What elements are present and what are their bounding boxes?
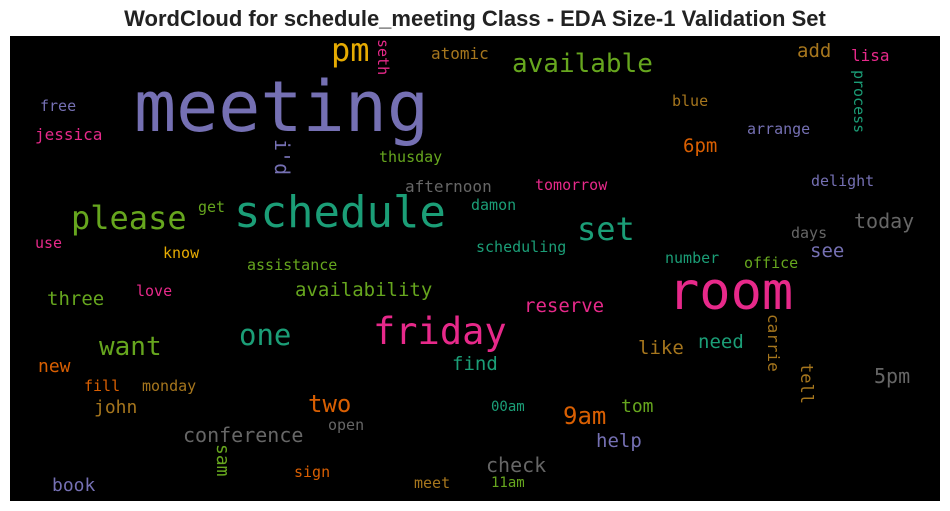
word-11am: 11am xyxy=(491,475,525,491)
word-new: new xyxy=(38,356,71,377)
wordcloud-canvas: meeting room schedule friday please pm a… xyxy=(10,36,940,501)
word-arrange: arrange xyxy=(747,120,811,138)
word-free: free xyxy=(40,97,77,115)
word-two: two xyxy=(308,390,352,418)
word-5pm: 5pm xyxy=(874,364,911,388)
chart-title: WordCloud for schedule_meeting Class - E… xyxy=(124,6,826,31)
word-book: book xyxy=(52,475,96,496)
word-availability: availability xyxy=(295,279,433,301)
word-one: one xyxy=(239,318,292,352)
word-sign: sign xyxy=(294,463,331,481)
word-room: room xyxy=(668,262,794,322)
word-schedule: schedule xyxy=(234,187,446,238)
word-find: find xyxy=(452,353,498,375)
word-use: use xyxy=(35,234,63,252)
word-open: open xyxy=(328,416,365,434)
word-tomorrow: tomorrow xyxy=(535,176,608,194)
word-today: today xyxy=(854,209,915,233)
word-set: set xyxy=(577,210,635,248)
word-lisa: lisa xyxy=(851,46,890,65)
word-get: get xyxy=(198,198,226,216)
word-love: love xyxy=(136,282,173,300)
word-9am: 9am xyxy=(563,402,607,430)
word-meet: meet xyxy=(414,474,451,492)
word-help: help xyxy=(596,430,642,452)
word-add: add xyxy=(797,40,832,62)
word-like: like xyxy=(638,337,684,359)
word-sam: sam xyxy=(212,444,233,477)
word-please: please xyxy=(71,199,187,237)
word-want: want xyxy=(99,332,162,362)
word-seth: seth xyxy=(374,39,392,76)
word-carrie: carrie xyxy=(764,314,783,372)
word-assistance: assistance xyxy=(247,256,338,274)
word-6pm: 6pm xyxy=(683,135,718,157)
word-scheduling: scheduling xyxy=(476,238,567,256)
word-meeting: meeting xyxy=(134,66,430,148)
word-i-d: i'd xyxy=(270,139,294,176)
word-office: office xyxy=(744,254,799,272)
word-check: check xyxy=(486,453,547,477)
word-process: process xyxy=(850,70,868,134)
word-tom: tom xyxy=(621,396,654,417)
word-monday: monday xyxy=(142,377,197,395)
word-days: days xyxy=(791,224,828,242)
word-atomic: atomic xyxy=(431,44,489,63)
word-need: need xyxy=(698,331,744,353)
word-friday: friday xyxy=(373,310,507,353)
word-tell: tell xyxy=(796,363,816,404)
word-available: available xyxy=(512,49,653,79)
word-jessica: jessica xyxy=(35,125,103,144)
word-john: john xyxy=(94,397,138,418)
word-damon: damon xyxy=(471,196,517,214)
word-know: know xyxy=(163,244,200,262)
word-pm: pm xyxy=(331,36,370,69)
word-conference: conference xyxy=(183,423,304,447)
word-00am: 00am xyxy=(491,399,525,415)
word-delight: delight xyxy=(811,172,875,190)
word-see: see xyxy=(810,240,845,262)
word-blue: blue xyxy=(672,92,709,110)
word-number: number xyxy=(665,249,720,267)
word-fill: fill xyxy=(84,377,121,395)
word-thusday: thusday xyxy=(379,148,443,166)
word-reserve: reserve xyxy=(524,295,605,317)
word-afternoon: afternoon xyxy=(405,177,492,196)
word-three: three xyxy=(47,288,105,310)
